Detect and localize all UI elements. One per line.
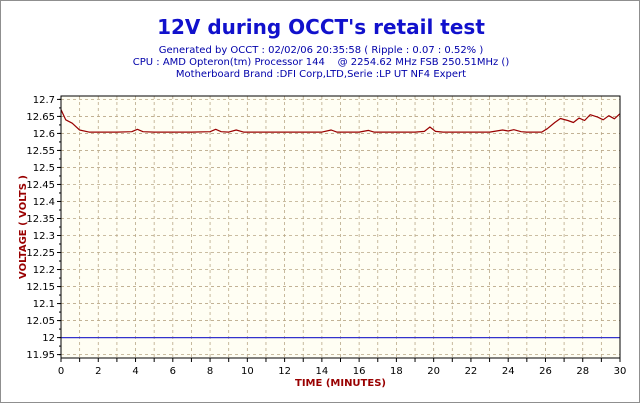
y-tick-label: 12.15 [26, 282, 55, 293]
x-tick-label: 16 [353, 366, 366, 377]
x-tick-label: 26 [539, 366, 552, 377]
subtitle-line-3: Motherboard Brand :DFI Corp,LTD,Serie :L… [175, 69, 467, 80]
x-tick-label: 30 [614, 366, 627, 377]
x-tick-label: 2 [95, 366, 101, 377]
y-tick-label: 12.7 [33, 95, 55, 106]
x-tick-label: 12 [278, 366, 291, 377]
y-tick-label: 12.65 [26, 112, 55, 123]
x-tick-label: 0 [58, 366, 64, 377]
chart-title: 12V during OCCT's retail test [157, 15, 485, 39]
plot-area-border [60, 95, 621, 359]
x-tick-label: 24 [502, 366, 515, 377]
y-tick-label: 12.25 [26, 248, 55, 259]
y-tick-label: 12.3 [33, 231, 55, 242]
y-tick-label: 12.5 [33, 163, 55, 174]
y-tick-label: 12.05 [26, 316, 55, 327]
subtitle-line-1: Generated by OCCT : 02/02/06 20:35:58 ( … [158, 45, 484, 56]
y-tick-label: 11.95 [26, 350, 55, 361]
y-tick-label: 12.4 [33, 197, 55, 208]
x-tick-label: 10 [241, 366, 254, 377]
y-tick-label: 12.2 [33, 265, 55, 276]
y-tick-label: 12.6 [33, 129, 55, 140]
y-tick-label: 12.35 [26, 214, 55, 225]
y-tick-label: 12.1 [33, 299, 55, 310]
y-tick-label: 12.55 [26, 146, 55, 157]
x-tick-label: 20 [427, 366, 440, 377]
x-tick-label: 4 [132, 366, 138, 377]
y-axis-label: VOLTAGE ( VOLTS ) [18, 175, 29, 279]
y-tick-label: 12.45 [26, 180, 55, 191]
x-tick-label: 8 [207, 366, 213, 377]
x-tick-label: 6 [170, 366, 176, 377]
x-tick-label: 14 [315, 366, 328, 377]
x-tick-label: 28 [576, 366, 589, 377]
subtitle-line-2: CPU : AMD Opteron(tm) Processor 144 @ 22… [132, 57, 510, 68]
x-axis-label: TIME (MINUTES) [295, 378, 386, 389]
x-tick-label: 18 [390, 366, 403, 377]
x-tick-label: 22 [465, 366, 478, 377]
series-line-1 [60, 109, 621, 133]
y-tick-label: 12 [42, 333, 55, 344]
